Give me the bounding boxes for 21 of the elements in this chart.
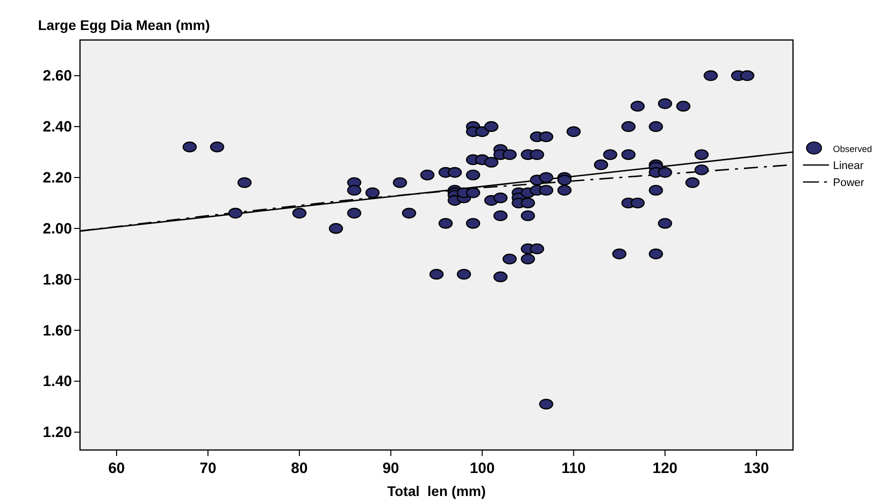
- y-tick-label: 1.60: [42, 322, 72, 340]
- x-tick-label: 80: [291, 460, 308, 477]
- y-tick-label: 1.20: [42, 424, 72, 442]
- x-tick-label: 70: [200, 460, 216, 477]
- x-tick-label: 60: [108, 460, 125, 477]
- x-axis-title: Total len (mm): [387, 483, 486, 499]
- y-tick-label: 1.80: [42, 271, 72, 288]
- y-tick-label: 2.00: [42, 220, 72, 238]
- y-tick-label: 1.40: [42, 373, 72, 390]
- x-tick-label: 90: [382, 460, 400, 477]
- x-tick-label: 120: [652, 460, 678, 477]
- legend-label: Linear: [833, 160, 864, 172]
- y-tick-label: 2.40: [42, 118, 72, 136]
- chart-title: Large Egg Dia Mean (mm): [38, 17, 210, 33]
- y-tick-label: 2.60: [42, 68, 72, 85]
- x-tick-label: 110: [562, 460, 586, 477]
- legend-label: Observed: [833, 144, 872, 154]
- legend-label: Power: [833, 177, 865, 189]
- x-tick-label: 130: [744, 460, 769, 477]
- y-tick-label: 2.20: [42, 170, 72, 187]
- x-tick-label: 100: [470, 460, 495, 477]
